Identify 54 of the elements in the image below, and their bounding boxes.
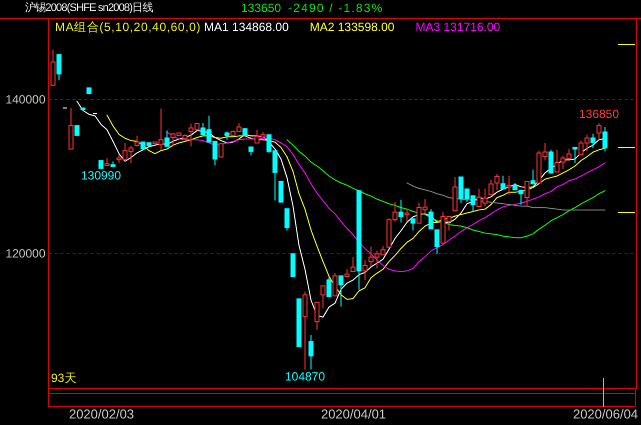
candlestick — [428, 208, 434, 230]
annotation: 104870 — [284, 370, 326, 384]
candlestick — [284, 208, 290, 232]
candlestick — [398, 199, 404, 223]
line-series — [286, 139, 606, 238]
text: 133650 — [241, 1, 282, 15]
annotation: 93天 — [51, 371, 76, 385]
candlestick — [602, 126, 608, 152]
text: MA2 133598.00 — [310, 20, 394, 34]
candlestick — [410, 218, 416, 232]
candlestick — [494, 174, 500, 191]
candlestick — [548, 149, 554, 174]
candlestick — [332, 272, 338, 296]
candlestick — [596, 122, 602, 140]
candlestick — [338, 275, 344, 308]
annotation: 136850 — [578, 107, 620, 122]
candlestick — [134, 135, 140, 147]
candlestick — [290, 252, 296, 278]
candlestick — [488, 179, 494, 196]
y-tick-label: 140000 — [5, 92, 46, 106]
annotation: 130990 — [80, 168, 122, 182]
candlestick — [320, 285, 326, 309]
text: -2490 / -1.83% — [288, 1, 384, 15]
candlestick — [518, 190, 524, 206]
candlestick — [74, 125, 80, 136]
candlestick — [506, 175, 512, 196]
candlestick — [164, 130, 170, 147]
candlestick — [326, 276, 332, 298]
candlestick — [50, 49, 56, 86]
x-tick-label: 2020/04/01 — [320, 406, 386, 422]
candlestick — [404, 208, 410, 222]
candlestick — [308, 334, 314, 370]
candlestick — [218, 143, 224, 158]
candlestick — [362, 259, 368, 281]
candlestick — [500, 175, 506, 190]
candlestick — [530, 169, 536, 185]
text: MA3 131716.00 — [415, 20, 500, 34]
chart-title: 沪锡2008(SHFE sn2008)日线 — [25, 1, 152, 15]
x-tick-label: 2020/06/04 — [572, 406, 638, 422]
candlestick — [524, 180, 530, 206]
candlestick — [350, 256, 356, 272]
candlestick — [434, 229, 440, 255]
candlestick — [572, 146, 578, 164]
candlestick — [302, 291, 308, 370]
candlestick — [278, 180, 284, 203]
x-tick-label: 2020/02/03 — [68, 406, 134, 422]
candlestick — [68, 107, 74, 150]
candlestick — [56, 54, 62, 81]
candlestick — [452, 176, 458, 212]
candlestick — [590, 133, 596, 148]
text: MA1 134868.00 — [204, 20, 289, 34]
legend-title: MA组合(5,10,20,40,60,0) — [55, 20, 202, 34]
y-tick-label: 120000 — [5, 246, 46, 261]
candlestick — [314, 302, 320, 330]
